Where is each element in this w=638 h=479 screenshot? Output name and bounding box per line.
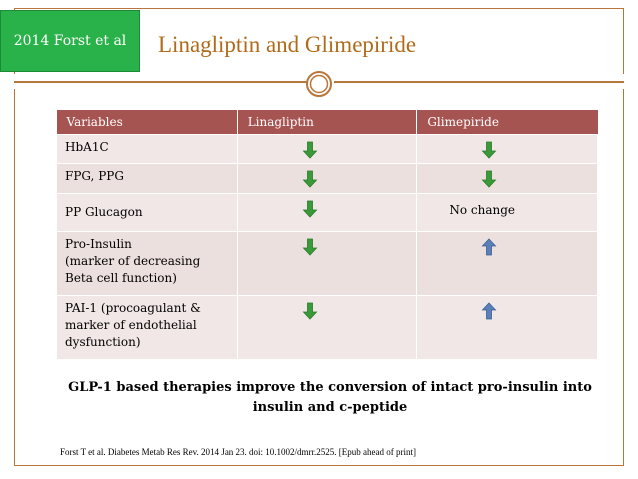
table-row: Pro-Insulin (marker of decreasing Beta cel… bbox=[56, 230, 598, 296]
comparison-table: Variables Linagliptin Glimepiride HbA1C F… bbox=[56, 110, 598, 360]
key-statement: GLP-1 based therapies improve the conver… bbox=[68, 380, 592, 415]
green-down-arrow-icon bbox=[302, 302, 318, 320]
divider-right bbox=[334, 81, 624, 83]
table-body: HbA1C FPG, PPG PP Glucagon No change Pro-Ins… bbox=[56, 133, 598, 360]
table-header-row: Variables Linagliptin Glimepiride bbox=[56, 110, 598, 134]
variable-line: PAI-1 (procoagulant & bbox=[65, 300, 201, 315]
variable-line: FPG, PPG bbox=[65, 168, 124, 183]
header-linagliptin: Linagliptin bbox=[236, 110, 417, 134]
glimepiride-cell bbox=[416, 294, 598, 360]
linagliptin-cell bbox=[236, 162, 418, 194]
green-down-arrow-icon bbox=[302, 238, 318, 256]
variable-line: marker of endothelial bbox=[65, 317, 197, 332]
green-down-arrow-icon bbox=[481, 170, 497, 188]
green-down-arrow-icon bbox=[302, 170, 318, 188]
green-down-arrow-icon bbox=[481, 141, 497, 159]
ring-ornament-icon bbox=[306, 71, 332, 97]
variable-cell: HbA1C bbox=[56, 133, 238, 164]
header-variables: Variables bbox=[56, 110, 238, 134]
table-row: PAI-1 (procoagulant & marker of endotheli… bbox=[56, 294, 598, 360]
slide-title: Linagliptin and Glimepiride bbox=[158, 32, 417, 57]
blue-up-arrow-icon bbox=[481, 301, 497, 319]
linagliptin-cell bbox=[236, 294, 418, 360]
blue-up-arrow-icon bbox=[481, 237, 497, 255]
citation-text: Forst T et al. Diabetes Metab Res Rev. 2… bbox=[60, 447, 417, 457]
variable-line: Pro-Insulin bbox=[65, 236, 132, 251]
glimepiride-cell: No change bbox=[416, 192, 598, 232]
badge-label: 2014 Forst et al bbox=[13, 33, 127, 49]
variable-cell: PP Glucagon bbox=[56, 192, 238, 232]
variable-line: PP Glucagon bbox=[65, 204, 143, 219]
variable-cell: FPG, PPG bbox=[56, 162, 238, 194]
table-row: PP Glucagon No change bbox=[56, 192, 598, 232]
variable-line: HbA1C bbox=[65, 139, 109, 154]
variable-cell: Pro-Insulin (marker of decreasing Beta cel… bbox=[56, 230, 238, 296]
variable-line: dysfunction) bbox=[65, 334, 141, 349]
variable-cell: PAI-1 (procoagulant & marker of endotheli… bbox=[56, 294, 238, 360]
glimepiride-cell bbox=[416, 162, 598, 194]
divider-left bbox=[14, 81, 309, 83]
linagliptin-cell bbox=[236, 230, 418, 296]
green-down-arrow-icon bbox=[302, 141, 318, 159]
slide-frame-bottom bbox=[14, 89, 624, 466]
variable-line: Beta cell function) bbox=[65, 270, 177, 285]
variable-line: (marker of decreasing bbox=[65, 253, 201, 268]
linagliptin-cell bbox=[236, 192, 418, 232]
linagliptin-cell bbox=[236, 133, 418, 164]
table-row: FPG, PPG bbox=[56, 162, 598, 194]
green-down-arrow-icon bbox=[302, 200, 318, 218]
table-row: HbA1C bbox=[56, 133, 598, 164]
glimepiride-cell bbox=[416, 133, 598, 164]
no-change-label: No change bbox=[449, 202, 515, 217]
year-author-badge: 2014 Forst et al bbox=[0, 10, 140, 72]
glimepiride-cell bbox=[416, 230, 598, 296]
header-glimepiride: Glimepiride bbox=[416, 110, 598, 134]
